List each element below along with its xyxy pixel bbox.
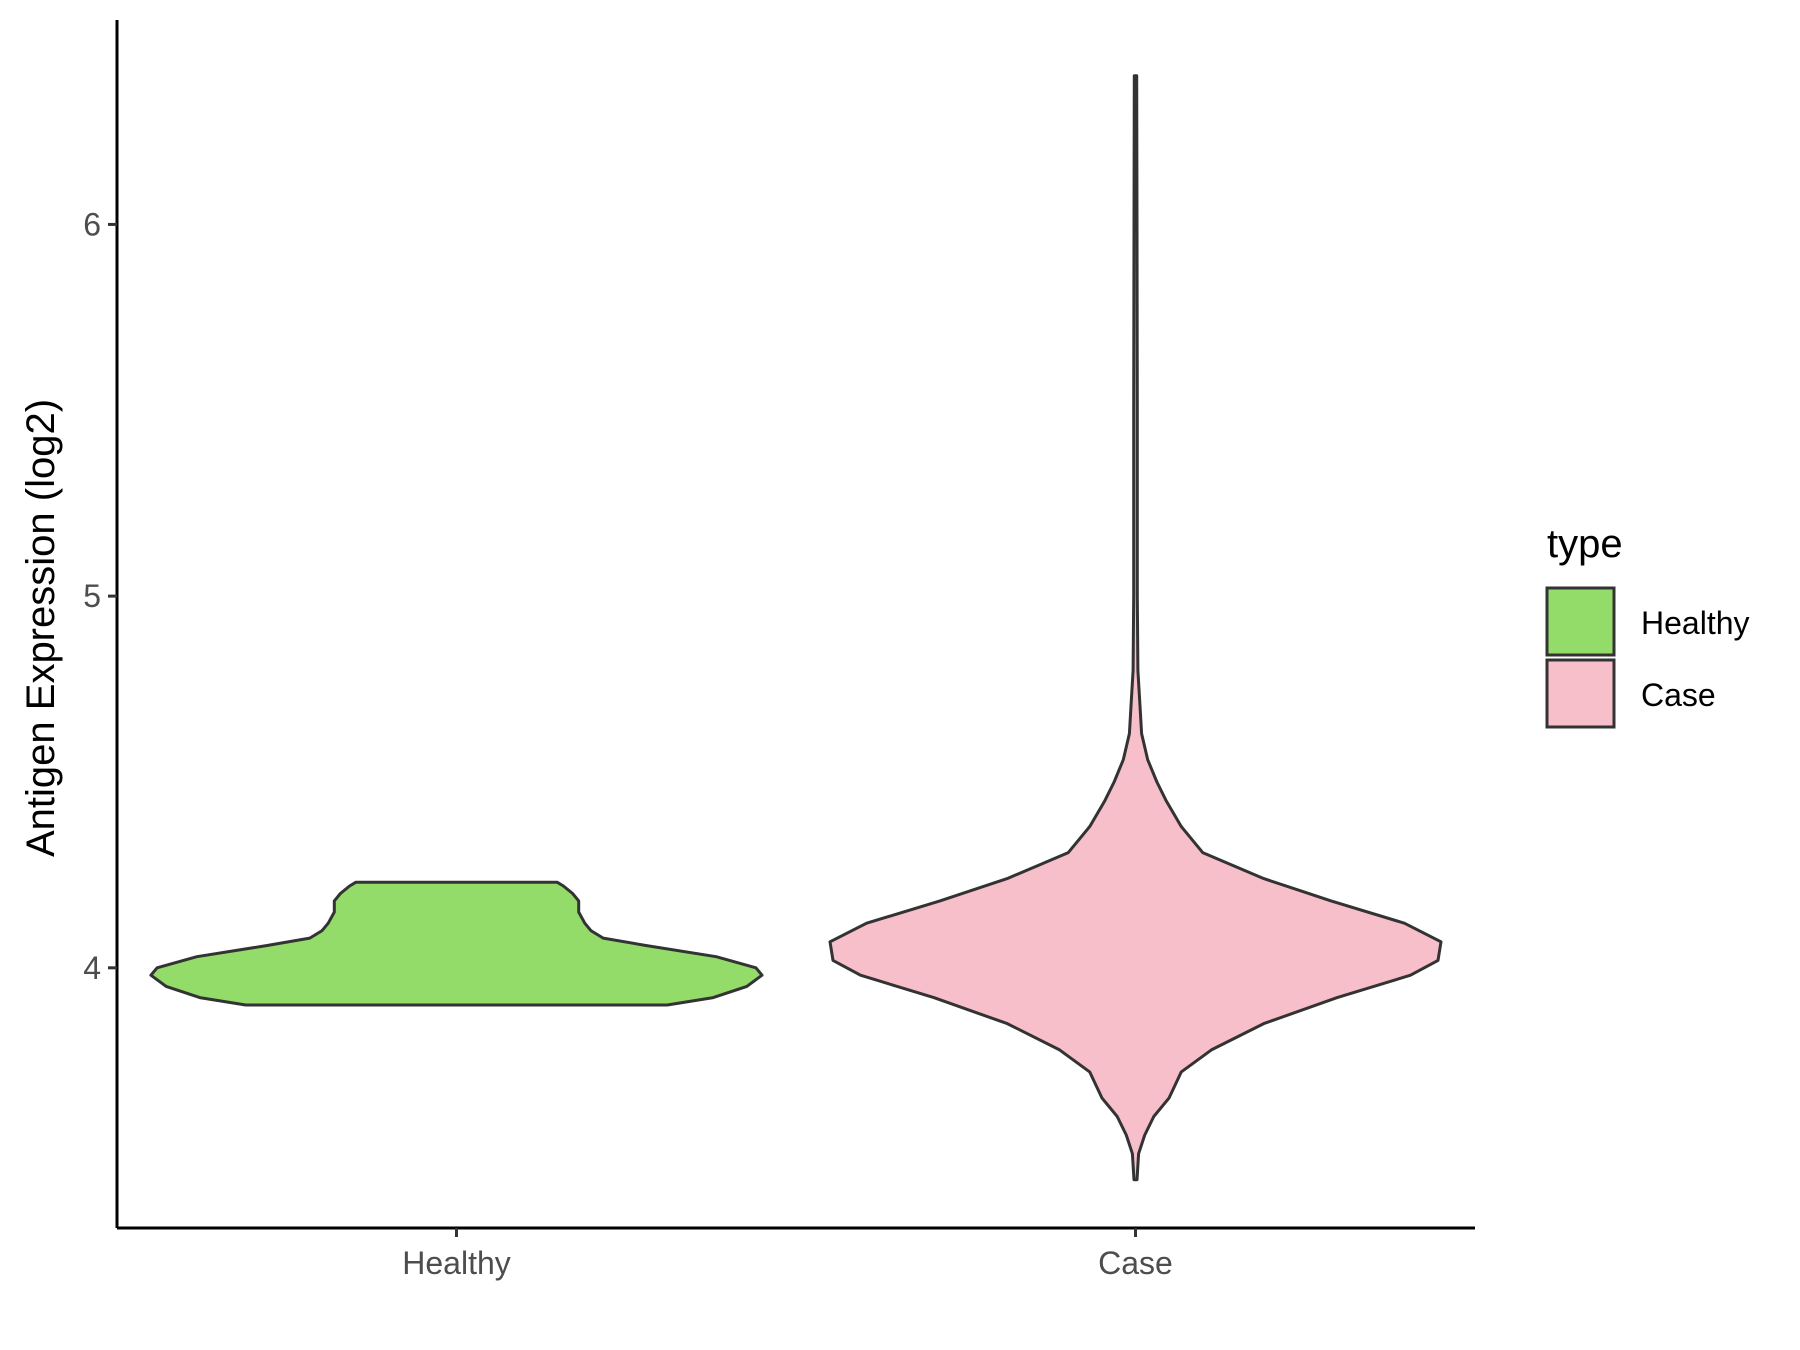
legend-label-healthy: Healthy (1641, 605, 1750, 641)
violin-case (828, 74, 1443, 1182)
x-tick-label: Case (1098, 1245, 1173, 1281)
violin-healthy (149, 880, 764, 1007)
plot-area (149, 74, 1443, 1182)
legend: type Healthy Case (1545, 522, 1750, 729)
y-tick-label: 5 (83, 578, 101, 614)
y-axis-title: Antigen Expression (log2) (19, 399, 63, 857)
y-axis: 4 5 6 (83, 20, 119, 1228)
x-axis: Healthy Case (117, 1226, 1475, 1281)
x-tick-label: Healthy (402, 1245, 511, 1281)
legend-key-healthy (1545, 586, 1616, 657)
legend-key-case (1545, 658, 1616, 729)
legend-title: type (1547, 522, 1623, 566)
legend-label-case: Case (1641, 677, 1716, 713)
y-tick-label: 4 (83, 950, 101, 986)
y-tick-label: 6 (83, 206, 101, 242)
